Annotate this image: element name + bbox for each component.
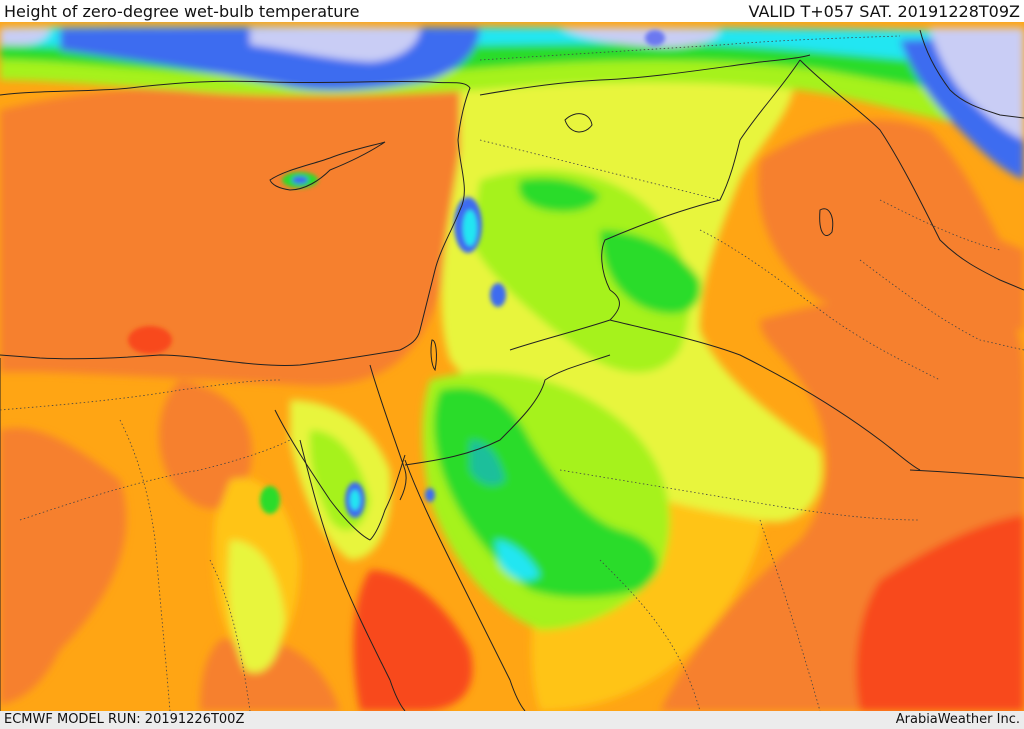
- zone-cyan-hijaz: [495, 540, 540, 581]
- zone-green-syria: [600, 230, 701, 314]
- model-run-label: ECMWF MODEL RUN: 20191226T00Z: [4, 712, 245, 727]
- blob-cyprus-blue: [292, 176, 308, 184]
- border-iraq-iran: [799, 59, 1024, 291]
- lake-van: [564, 113, 593, 133]
- gulf-aqaba: [369, 454, 406, 541]
- zone-lavender-mid: [560, 27, 720, 48]
- zone-lavender-caspian: [930, 28, 1024, 140]
- admin-egypt-4: [209, 559, 251, 711]
- admin-iran-2: [859, 259, 1024, 351]
- coast-levant: [399, 139, 465, 351]
- borders: [0, 29, 1024, 711]
- blob-lebanon-cyan: [463, 210, 477, 246]
- blob-levant-violet: [645, 30, 665, 46]
- cyprus: [269, 141, 386, 191]
- map-canvas: [0, 22, 1024, 711]
- zone-lavender-north: [250, 27, 420, 62]
- border-kuwait: [909, 469, 1024, 479]
- zone-yellow-nile: [228, 540, 285, 673]
- zone-green-syria-north: [518, 178, 600, 212]
- border-jordan-iraq: [509, 289, 620, 351]
- dead-sea: [430, 339, 437, 372]
- valid-time: VALID T+057 SAT. 20191228T09Z: [748, 2, 1020, 21]
- admin-iran-1: [879, 199, 1001, 251]
- zone-egypt-central: [159, 380, 252, 509]
- blob-sinai-cyan: [350, 490, 360, 510]
- small-features: [128, 30, 665, 518]
- admin-saudi-1: [559, 469, 921, 521]
- footer-bar: ECMWF MODEL RUN: 20191226T00Z ArabiaWeat…: [0, 711, 1024, 729]
- admin-turkey: [479, 35, 901, 61]
- blob-hijaz-blue: [425, 488, 435, 502]
- field-layers: [0, 25, 1024, 711]
- border-jordan-saudi: [404, 354, 611, 466]
- map-title: Height of zero-degree wet-bulb temperatu…: [4, 2, 360, 21]
- coast-anatolia: [0, 80, 471, 141]
- blob-sinai-green: [260, 486, 280, 514]
- coast-egypt-north: [0, 349, 401, 366]
- credit-label: ArabiaWeather Inc.: [895, 712, 1020, 727]
- zone-iran-redorange: [758, 120, 1024, 330]
- header-bar: Height of zero-degree wet-bulb temperatu…: [0, 0, 1024, 22]
- admin-saudi-3: [759, 519, 821, 711]
- admin-egypt-1: [0, 379, 281, 411]
- lake-urmia: [819, 208, 834, 236]
- coast-red-sea-west: [299, 439, 406, 711]
- zone-sudan-south: [200, 637, 340, 711]
- zone-med-redorange: [0, 85, 470, 386]
- zone-green-hijaz: [433, 387, 658, 598]
- gulf-suez: [274, 409, 371, 541]
- weather-map[interactable]: [0, 22, 1024, 711]
- border-syria-turkey: [479, 54, 811, 96]
- admin-saudi-2: [599, 559, 701, 711]
- zone-lavender-west: [0, 28, 50, 45]
- border-iraq-saudi: [609, 319, 921, 471]
- admin-iraq: [699, 229, 941, 381]
- caspian-coast: [919, 29, 1024, 119]
- sinai-border: [369, 364, 407, 501]
- zone-egypt-west: [0, 428, 127, 705]
- zone-teal-hijaz: [470, 440, 505, 486]
- blob-delta-red: [128, 326, 172, 354]
- border-syria-iraq: [601, 59, 801, 291]
- blob-hermon: [490, 283, 506, 307]
- zone-arabia-red: [856, 515, 1024, 711]
- admin-borders: [0, 35, 1024, 711]
- zone-lightgreen-syria: [470, 169, 690, 373]
- coast-red-sea-east: [404, 459, 526, 711]
- zone-sudan-red: [353, 570, 473, 711]
